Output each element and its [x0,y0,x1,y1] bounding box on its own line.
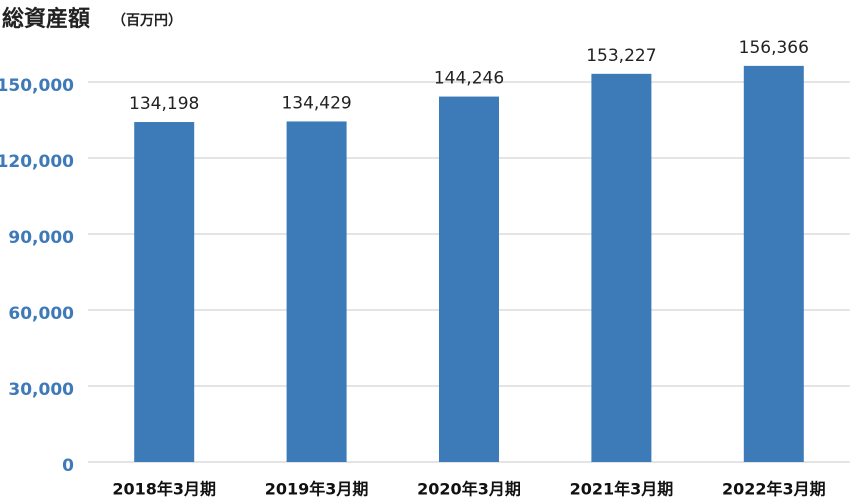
bar [743,65,804,462]
bar [286,121,347,462]
y-tick-label: 30,000 [8,380,74,400]
x-tick-label: 2018年3月期 [112,480,216,499]
value-label: 144,246 [434,69,504,89]
value-label: 134,198 [129,94,199,114]
x-tick-label: 2020年3月期 [417,480,521,499]
value-label: 153,227 [586,46,656,66]
y-tick-label: 60,000 [8,304,74,324]
x-tick-label: 2019年3月期 [265,480,369,499]
y-tick-label: 0 [62,456,74,476]
bar [591,73,652,462]
value-label: 134,429 [281,93,351,113]
chart-subtitle: （百万円） [112,13,182,29]
x-tick-label: 2021年3月期 [570,480,674,499]
y-tick-label: 120,000 [0,152,74,172]
y-tick-label: 150,000 [0,76,74,96]
bar [134,122,195,462]
value-label: 156,366 [739,38,809,58]
x-tick-label: 2022年3月期 [722,480,826,499]
y-tick-label: 90,000 [8,228,74,248]
chart-title: 総資産額 [2,6,90,32]
bar [439,96,499,463]
